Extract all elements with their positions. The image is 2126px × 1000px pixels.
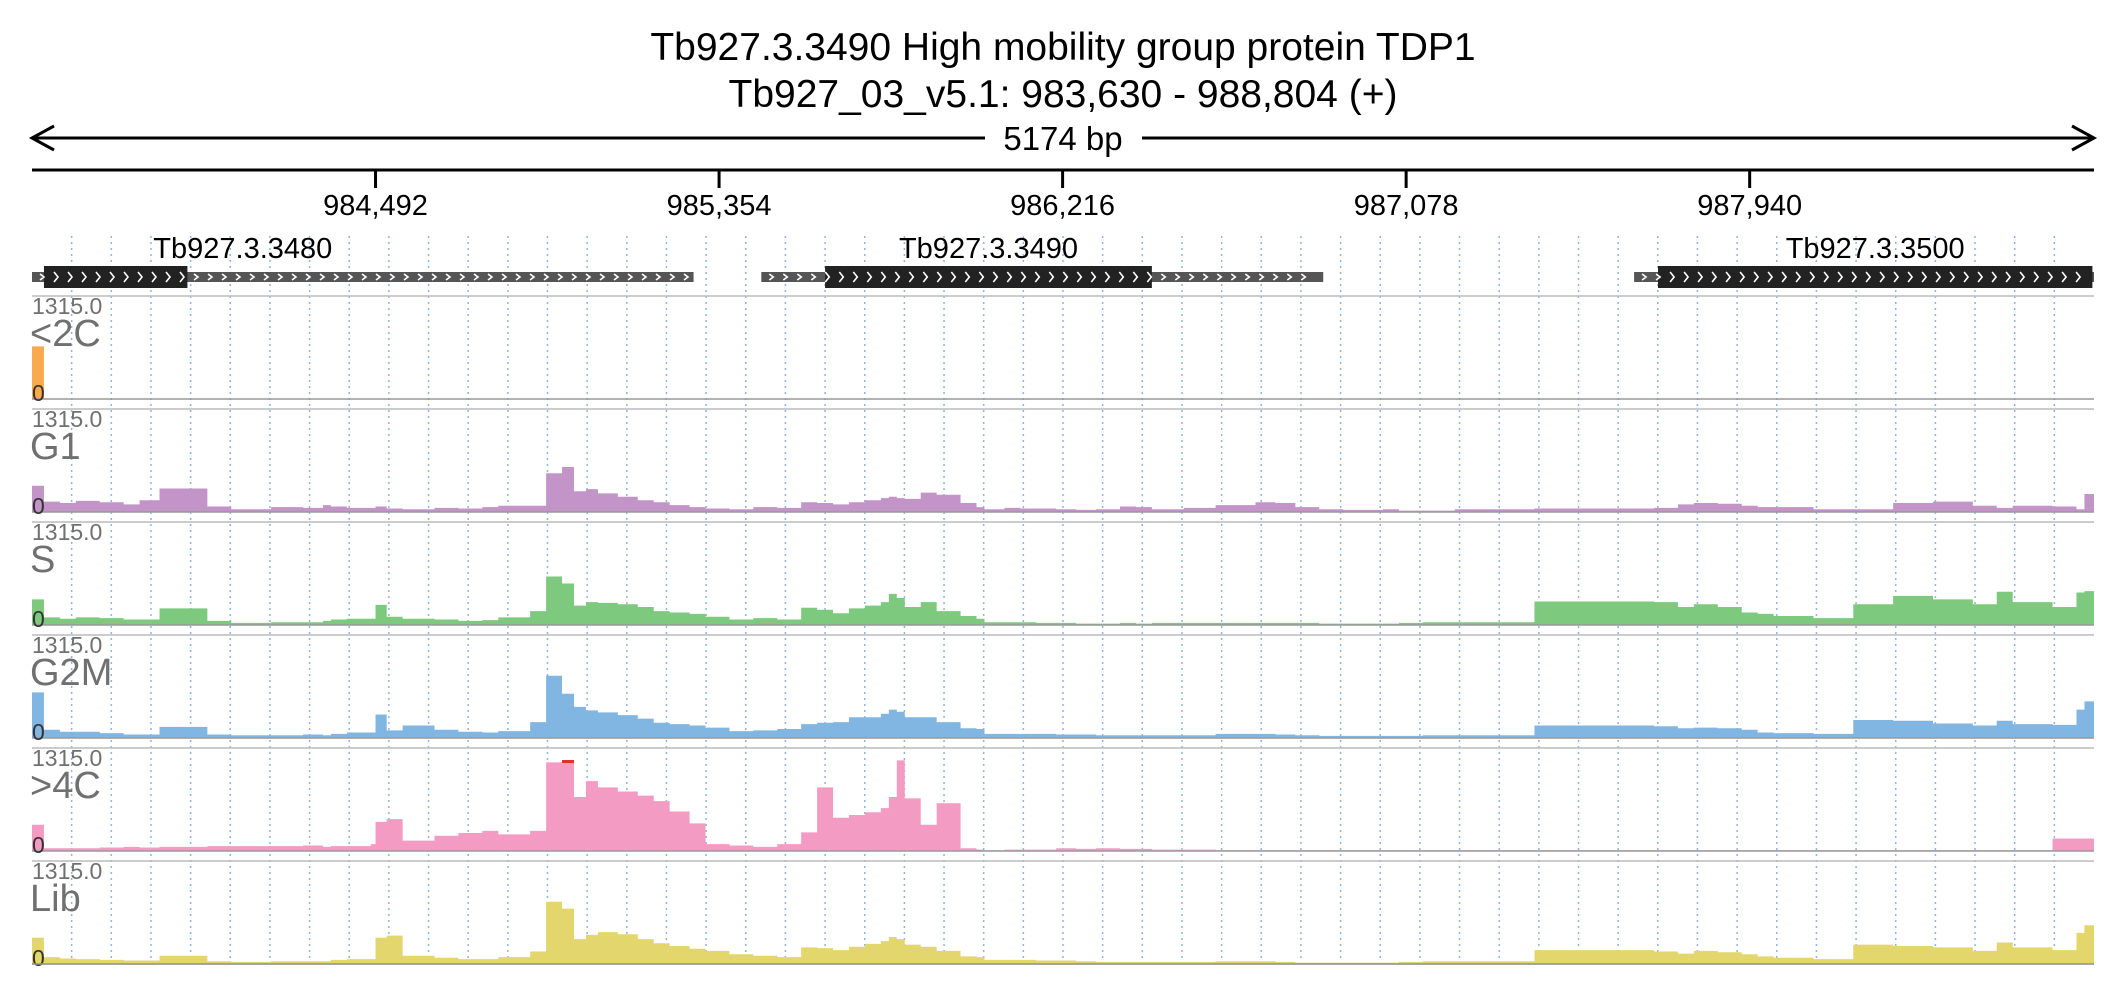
ruler-ticks: 984,492 985,354 986,216 987,078 987,940 xyxy=(323,170,1802,222)
coverage-track: 1315.0>4C 0 xyxy=(30,745,2094,858)
gene-label: Tb927.3.3490 xyxy=(899,233,1078,265)
track-zero-label: 0 xyxy=(32,380,45,406)
tick-label: 985,354 xyxy=(667,190,772,222)
strand-chevrons xyxy=(768,271,1307,283)
gene-feature[interactable]: Tb927.3.3500 xyxy=(1634,233,2094,288)
coverage-area xyxy=(32,675,2094,738)
track-label: >4C xyxy=(30,765,101,807)
strand-chevrons xyxy=(1641,271,2082,283)
gene-utr-bar xyxy=(32,272,694,282)
track-max-label: 1315.0 xyxy=(32,293,102,319)
gene-label: Tb927.3.3500 xyxy=(1786,233,1965,265)
coverage-track: 1315.0<2C 0 xyxy=(30,293,2094,406)
gene-feature[interactable]: Tb927.3.3480 xyxy=(32,233,694,288)
tick-label: 987,940 xyxy=(1697,190,1802,222)
span-label: 5174 bp xyxy=(1003,120,1122,157)
coverage-area xyxy=(32,467,2094,512)
track-zero-label: 0 xyxy=(32,606,45,632)
coverage-area xyxy=(32,901,2094,964)
coverage-tracks: 1315.0<2C01315.0G101315.0S01315.0G2M0131… xyxy=(30,293,2094,971)
track-max-label: 1315.0 xyxy=(32,519,102,545)
track-label: Lib xyxy=(30,878,81,920)
coverage-track: 1315.0S 0 xyxy=(30,519,2094,632)
track-max-label: 1315.0 xyxy=(32,632,102,658)
coverage-area xyxy=(32,576,2094,625)
track-label: <2C xyxy=(30,313,101,355)
tick-label: 987,078 xyxy=(1354,190,1459,222)
track-label: S xyxy=(30,539,55,581)
track-zero-label: 0 xyxy=(32,493,45,519)
gene-cds-bar xyxy=(825,266,1152,288)
track-label: G2M xyxy=(30,652,112,694)
gene-feature[interactable]: Tb927.3.3490 xyxy=(761,233,1324,288)
track-zero-label: 0 xyxy=(32,945,45,971)
strand-chevrons xyxy=(39,271,690,283)
chart-title-line2: Tb927_03_v5.1: 983,630 - 988,804 (+) xyxy=(729,73,1398,116)
gene-cds-bar xyxy=(1658,266,2093,288)
track-max-label: 1315.0 xyxy=(32,406,102,432)
gridlines xyxy=(70,236,2056,962)
tick-label: 984,492 xyxy=(323,190,428,222)
gene-cds-bar xyxy=(43,266,188,288)
coverage-area xyxy=(32,346,2094,399)
coverage-track: 1315.0G1 0 xyxy=(30,406,2094,519)
track-max-label: 1315.0 xyxy=(32,745,102,771)
track-max-label: 1315.0 xyxy=(32,858,102,884)
gene-label: Tb927.3.3480 xyxy=(153,233,332,265)
track-label: G1 xyxy=(30,426,81,468)
track-zero-label: 0 xyxy=(32,719,45,745)
span-arrow xyxy=(28,124,2098,152)
clipped-peak-marker xyxy=(562,760,575,763)
coverage-area xyxy=(32,760,2094,851)
tick-label: 986,216 xyxy=(1010,190,1115,222)
chart-title-line1: Tb927.3.3490 High mobility group protein… xyxy=(650,26,1475,69)
gene-track: Tb927.3.3480 Tb927.3.3490 Tb927.3.3500 xyxy=(32,233,2094,288)
track-zero-label: 0 xyxy=(32,832,45,858)
